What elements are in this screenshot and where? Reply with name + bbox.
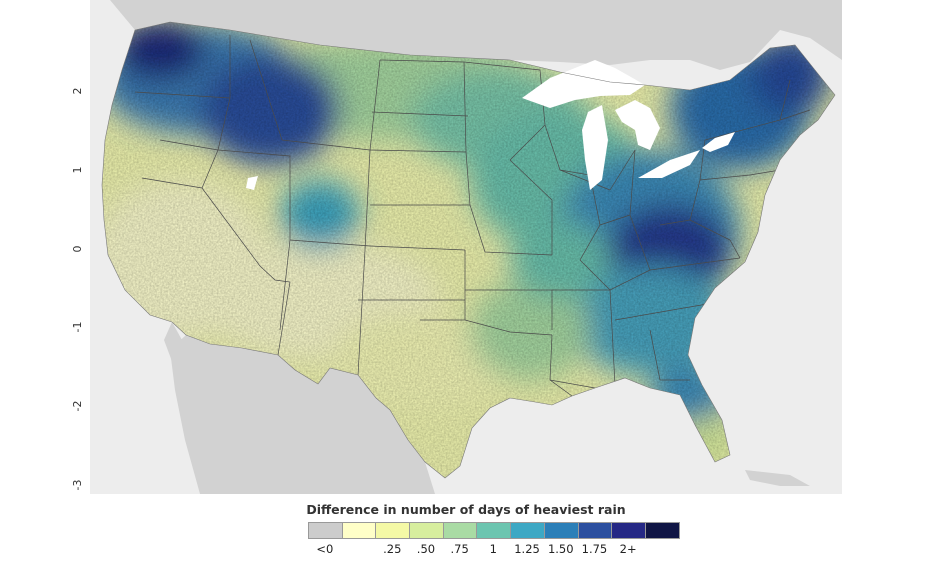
us-map: [90, 0, 842, 494]
legend-swatch: [442, 522, 478, 539]
legend-label: 1.75: [581, 542, 608, 556]
y-tick-label: 0: [71, 245, 84, 253]
legend-swatch: [375, 522, 411, 539]
legend-swatch: [644, 522, 680, 539]
legend-label: <0: [316, 542, 334, 556]
conus-coastline: [101, 21, 836, 479]
legend-swatch: [510, 522, 545, 539]
legend-swatch: [409, 522, 444, 539]
legend-swatch: [476, 522, 512, 539]
legend-label: .50: [416, 542, 436, 556]
conus-rain-field: [102, 22, 835, 478]
legend-title: Difference in number of days of heaviest…: [306, 502, 626, 517]
legend-label: 1.50: [547, 542, 574, 556]
legend-swatch: [611, 522, 646, 539]
legend-label: 2+: [619, 542, 637, 556]
caribbean-islands: [745, 470, 810, 486]
canada-landmass: [110, 0, 842, 70]
legend-swatch: [543, 522, 579, 539]
legend-swatch: [341, 522, 377, 539]
legend-swatch: [577, 522, 613, 539]
y-tick-label: 2: [71, 87, 84, 95]
great-salt-lake: [246, 176, 258, 190]
y-tick-label: 1: [71, 166, 84, 174]
legend-label: .25: [383, 542, 402, 556]
legend-labels: <0 .25 .50 .75 1 1.25 1.50 1.75 2+: [308, 542, 636, 558]
legend-label: 1.25: [514, 542, 540, 556]
baja-peninsula: [164, 322, 214, 440]
y-tick-label: -2: [71, 400, 84, 412]
legend-swatch-bar: [308, 522, 680, 539]
legend-label: .75: [450, 542, 469, 556]
legend-swatch: [308, 522, 343, 539]
legend-label: 1: [489, 542, 498, 556]
y-tick-label: -3: [71, 479, 84, 491]
y-tick-label: -1: [71, 321, 84, 333]
great-lakes: [246, 60, 735, 190]
mexico-landmass: [170, 335, 435, 494]
color-legend: Difference in number of days of heaviest…: [296, 500, 680, 564]
map-panel: [90, 0, 842, 494]
